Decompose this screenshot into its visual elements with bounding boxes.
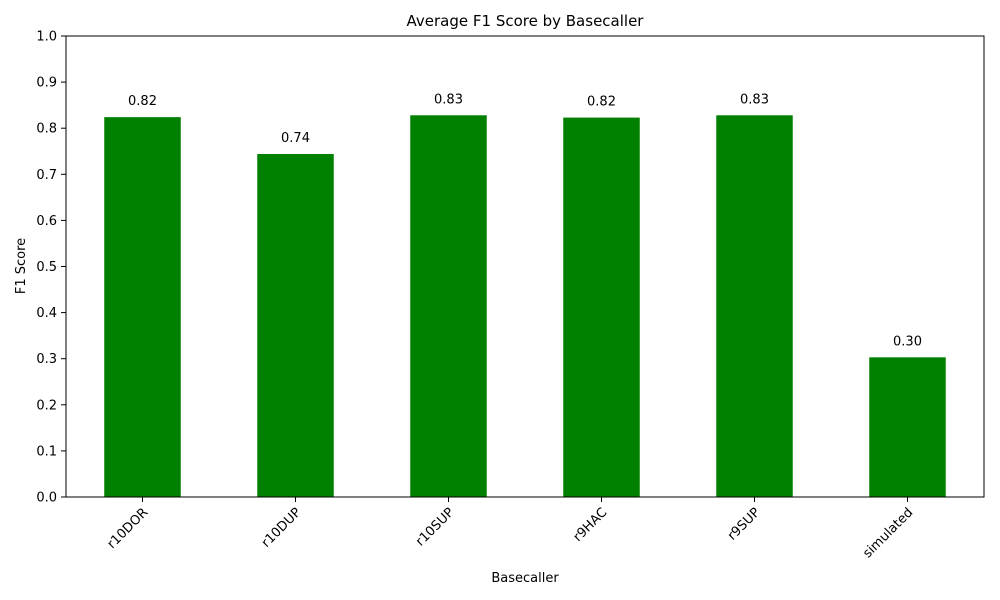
x-tick-label-r10DOR: r10DOR <box>105 505 152 552</box>
data-label-r10DUP: 0.74 <box>281 131 310 146</box>
y-tick-label: 0.1 <box>36 444 57 459</box>
axes-frame <box>65 35 985 498</box>
bar-r10SUP <box>410 115 487 498</box>
x-tick-label-r10DUP: r10DUP <box>259 505 305 551</box>
x-tick-label-simulated: simulated <box>860 505 916 561</box>
y-tick-label: 0.5 <box>36 260 57 275</box>
data-label-simulated: 0.30 <box>893 334 922 349</box>
bar-r10DOR <box>104 117 181 498</box>
chart-title: Average F1 Score by Basecaller <box>407 12 645 30</box>
data-label-r9SUP: 0.83 <box>740 92 769 107</box>
y-tick-label: 0.6 <box>36 214 57 229</box>
bar-r10DUP <box>257 154 334 498</box>
y-tick-label: 1.0 <box>36 30 57 45</box>
x-tick-label-r9SUP: r9SUP <box>725 505 763 543</box>
y-tick-label: 0.4 <box>36 306 57 321</box>
x-tick-label-r9HAC: r9HAC <box>571 505 611 545</box>
y-tick-label: 0.9 <box>36 76 57 91</box>
y-tick-label: 0.8 <box>36 122 57 137</box>
x-axis-title: Basecaller <box>491 571 559 586</box>
y-tick-label: 0.2 <box>36 398 57 413</box>
x-tick-label-r10SUP: r10SUP <box>413 505 457 549</box>
bar-r9HAC <box>563 117 640 498</box>
y-axis-title: F1 Score <box>14 238 29 294</box>
data-label-r10DOR: 0.82 <box>128 94 157 109</box>
y-tick-label: 0.7 <box>36 168 57 183</box>
bar-simulated <box>869 357 946 497</box>
bar-r9SUP <box>716 115 793 498</box>
data-label-r9HAC: 0.82 <box>587 95 616 110</box>
y-tick-label: 0.0 <box>36 491 57 506</box>
data-label-r10SUP: 0.83 <box>434 92 463 107</box>
plot-area: 0.82 r10DOR 0.74 r10DUP 0.83 r10SUP 0.82 r9HAC 0… <box>36 30 985 561</box>
y-tick-label: 0.3 <box>36 352 57 367</box>
